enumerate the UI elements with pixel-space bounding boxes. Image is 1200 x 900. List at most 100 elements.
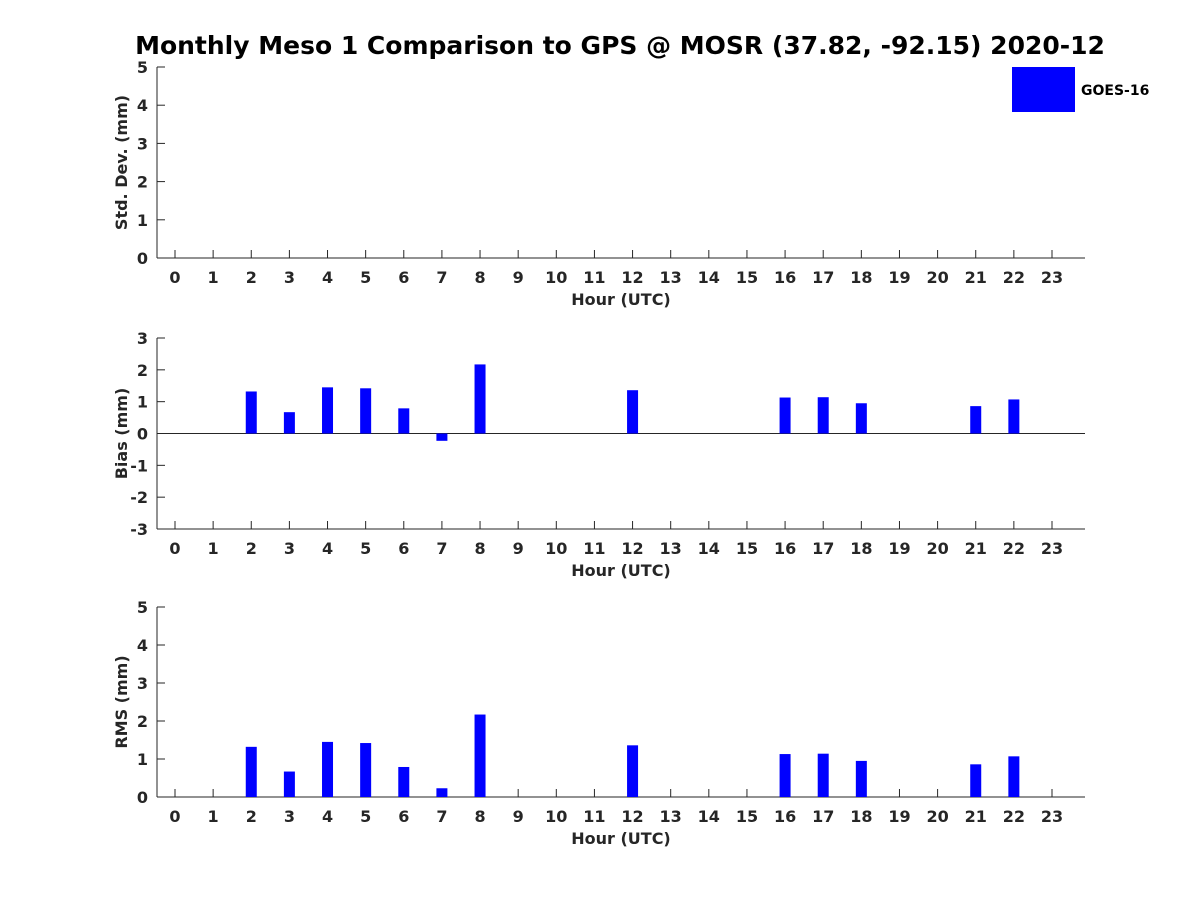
x-tick-label: 5 — [360, 807, 371, 826]
y-tick-label: 1 — [137, 211, 148, 230]
x-tick-label: 18 — [850, 539, 872, 558]
x-tick-label: 20 — [926, 268, 948, 287]
x-tick-label: 13 — [660, 539, 682, 558]
x-tick-label: 6 — [398, 807, 409, 826]
y-tick-label: 2 — [137, 712, 148, 731]
bar-hour-7 — [436, 788, 448, 797]
x-tick-label: 2 — [246, 539, 257, 558]
y-tick-label: 2 — [137, 361, 148, 380]
x-tick-label: 13 — [660, 268, 682, 287]
bar-hour-5 — [360, 743, 372, 797]
x-tick-label: 16 — [774, 807, 796, 826]
y-tick-label: 1 — [137, 750, 148, 769]
bar-hour-17 — [817, 753, 829, 797]
x-tick-label: 7 — [436, 807, 447, 826]
x-tick-label: 23 — [1041, 807, 1063, 826]
x-tick-label: 7 — [436, 539, 447, 558]
x-tick-label: 3 — [284, 268, 295, 287]
x-tick-label: 5 — [360, 268, 371, 287]
bar-hour-8 — [474, 714, 486, 797]
x-tick-label: 15 — [736, 807, 758, 826]
bar-hour-2 — [245, 746, 257, 797]
y-tick-label: 3 — [137, 674, 148, 693]
y-axis-label: Std. Dev. (mm) — [112, 95, 131, 230]
bar-hour-12 — [627, 745, 639, 797]
y-tick-label: -1 — [130, 456, 148, 475]
x-tick-label: 10 — [545, 807, 567, 826]
x-tick-label: 12 — [621, 807, 643, 826]
bar-hour-21 — [970, 406, 982, 434]
bar-hour-5 — [360, 388, 372, 434]
bar-hour-7 — [436, 433, 448, 441]
x-tick-label: 14 — [698, 807, 720, 826]
x-tick-label: 18 — [850, 268, 872, 287]
x-tick-label: 7 — [436, 268, 447, 287]
y-tick-label: 2 — [137, 173, 148, 192]
bar-hour-22 — [1008, 756, 1020, 797]
bar-hour-16 — [779, 754, 791, 797]
y-tick-label: 5 — [137, 598, 148, 617]
x-tick-label: 22 — [1003, 807, 1025, 826]
legend-swatch-goes-16 — [1012, 67, 1075, 112]
x-tick-label: 11 — [583, 539, 605, 558]
x-tick-label: 19 — [888, 268, 910, 287]
x-tick-label: 16 — [774, 539, 796, 558]
y-tick-label: -3 — [130, 520, 148, 539]
x-tick-label: 17 — [812, 268, 834, 287]
y-axis-label: Bias (mm) — [112, 388, 131, 480]
x-tick-label: 4 — [322, 268, 333, 287]
x-tick-label: 0 — [169, 807, 180, 826]
bar-hour-6 — [398, 408, 410, 434]
chart-title: Monthly Meso 1 Comparison to GPS @ MOSR … — [135, 31, 1105, 60]
y-tick-label: 0 — [137, 249, 148, 268]
x-tick-label: 20 — [926, 539, 948, 558]
x-axis-label: Hour (UTC) — [571, 290, 671, 309]
bar-hour-2 — [245, 391, 257, 434]
bar-hour-16 — [779, 397, 791, 434]
x-tick-label: 15 — [736, 539, 758, 558]
bar-hour-4 — [322, 741, 334, 797]
x-tick-label: 23 — [1041, 268, 1063, 287]
y-tick-label: 3 — [137, 134, 148, 153]
bar-hour-12 — [627, 390, 639, 434]
legend-label-goes-16: GOES-16 — [1081, 83, 1149, 99]
x-tick-label: 23 — [1041, 539, 1063, 558]
y-tick-label: 1 — [137, 393, 148, 412]
x-tick-label: 10 — [545, 539, 567, 558]
bar-hour-8 — [474, 364, 486, 434]
x-tick-label: 22 — [1003, 268, 1025, 287]
x-tick-label: 9 — [513, 539, 524, 558]
y-axis-label: RMS (mm) — [112, 655, 131, 748]
bar-hour-3 — [283, 412, 295, 434]
bar-hour-4 — [322, 387, 334, 434]
bar-hour-6 — [398, 766, 410, 797]
y-tick-label: 4 — [137, 636, 148, 655]
x-tick-label: 2 — [246, 807, 257, 826]
x-tick-label: 19 — [888, 807, 910, 826]
x-tick-label: 8 — [474, 268, 485, 287]
x-tick-label: 6 — [398, 539, 409, 558]
y-tick-label: -2 — [130, 488, 148, 507]
x-tick-label: 12 — [621, 268, 643, 287]
x-tick-label: 4 — [322, 539, 333, 558]
x-tick-label: 20 — [926, 807, 948, 826]
bar-hour-17 — [817, 397, 829, 434]
x-tick-label: 18 — [850, 807, 872, 826]
x-tick-label: 21 — [965, 807, 987, 826]
x-tick-label: 6 — [398, 268, 409, 287]
bar-hour-21 — [970, 764, 982, 797]
bar-hour-3 — [283, 771, 295, 797]
x-tick-label: 17 — [812, 539, 834, 558]
x-tick-label: 8 — [474, 807, 485, 826]
y-tick-label: 0 — [137, 788, 148, 807]
x-tick-label: 0 — [169, 539, 180, 558]
x-tick-label: 8 — [474, 539, 485, 558]
x-tick-label: 11 — [583, 268, 605, 287]
x-axis-label: Hour (UTC) — [571, 829, 671, 848]
x-tick-label: 9 — [513, 268, 524, 287]
